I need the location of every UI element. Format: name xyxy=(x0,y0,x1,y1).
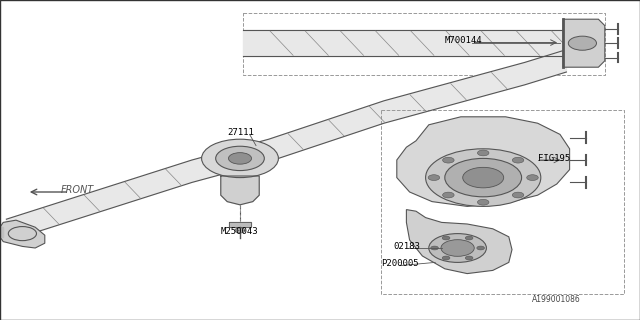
Circle shape xyxy=(443,192,454,198)
Circle shape xyxy=(431,246,438,250)
Text: P200005: P200005 xyxy=(381,260,419,268)
Polygon shape xyxy=(0,220,45,248)
Polygon shape xyxy=(243,30,589,56)
Text: FIG195: FIG195 xyxy=(538,154,570,163)
Circle shape xyxy=(441,240,474,256)
Circle shape xyxy=(235,228,245,233)
Circle shape xyxy=(428,175,440,180)
Circle shape xyxy=(512,157,524,163)
Text: A199001086: A199001086 xyxy=(532,295,581,304)
Circle shape xyxy=(477,199,489,205)
Circle shape xyxy=(216,146,264,171)
Circle shape xyxy=(512,192,524,198)
Circle shape xyxy=(477,246,484,250)
Circle shape xyxy=(443,157,454,163)
Circle shape xyxy=(202,139,278,178)
Circle shape xyxy=(465,256,473,260)
Circle shape xyxy=(442,256,450,260)
Polygon shape xyxy=(406,210,512,274)
Circle shape xyxy=(426,149,541,206)
Circle shape xyxy=(477,150,489,156)
Circle shape xyxy=(228,153,252,164)
Circle shape xyxy=(442,236,450,240)
Polygon shape xyxy=(0,227,3,237)
Circle shape xyxy=(568,36,596,50)
Circle shape xyxy=(465,236,473,240)
Circle shape xyxy=(463,167,504,188)
Polygon shape xyxy=(221,176,259,205)
Text: M700144: M700144 xyxy=(445,36,483,44)
Text: FRONT: FRONT xyxy=(61,185,94,196)
Text: M250043: M250043 xyxy=(221,228,259,236)
Circle shape xyxy=(429,234,486,262)
Text: 02183: 02183 xyxy=(394,242,420,251)
Polygon shape xyxy=(397,117,570,206)
Circle shape xyxy=(445,158,522,197)
Polygon shape xyxy=(6,50,566,242)
Polygon shape xyxy=(229,222,251,227)
Polygon shape xyxy=(563,19,605,67)
Circle shape xyxy=(527,175,538,180)
Text: 27111: 27111 xyxy=(227,128,254,137)
